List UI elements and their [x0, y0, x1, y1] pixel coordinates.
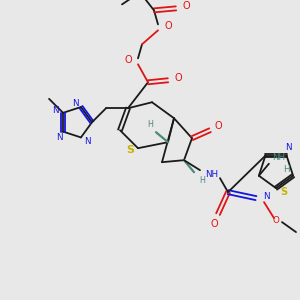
Text: H: H: [147, 120, 153, 129]
Text: O: O: [210, 219, 218, 229]
Text: O: O: [273, 216, 279, 225]
Text: N: N: [263, 192, 269, 201]
Text: S: S: [126, 145, 134, 155]
Text: N: N: [72, 98, 78, 107]
Text: H: H: [199, 176, 205, 185]
Text: NH: NH: [206, 170, 219, 179]
Text: O: O: [124, 55, 132, 65]
Text: O: O: [182, 2, 190, 11]
Text: N: N: [285, 143, 292, 152]
Text: NH: NH: [272, 153, 285, 162]
Text: N: N: [84, 137, 90, 146]
Text: S: S: [280, 187, 288, 197]
Text: H: H: [284, 165, 290, 174]
Text: N: N: [56, 133, 62, 142]
Text: N: N: [52, 106, 58, 115]
Text: O: O: [214, 121, 222, 131]
Text: O: O: [174, 73, 182, 83]
Text: O: O: [164, 21, 172, 31]
